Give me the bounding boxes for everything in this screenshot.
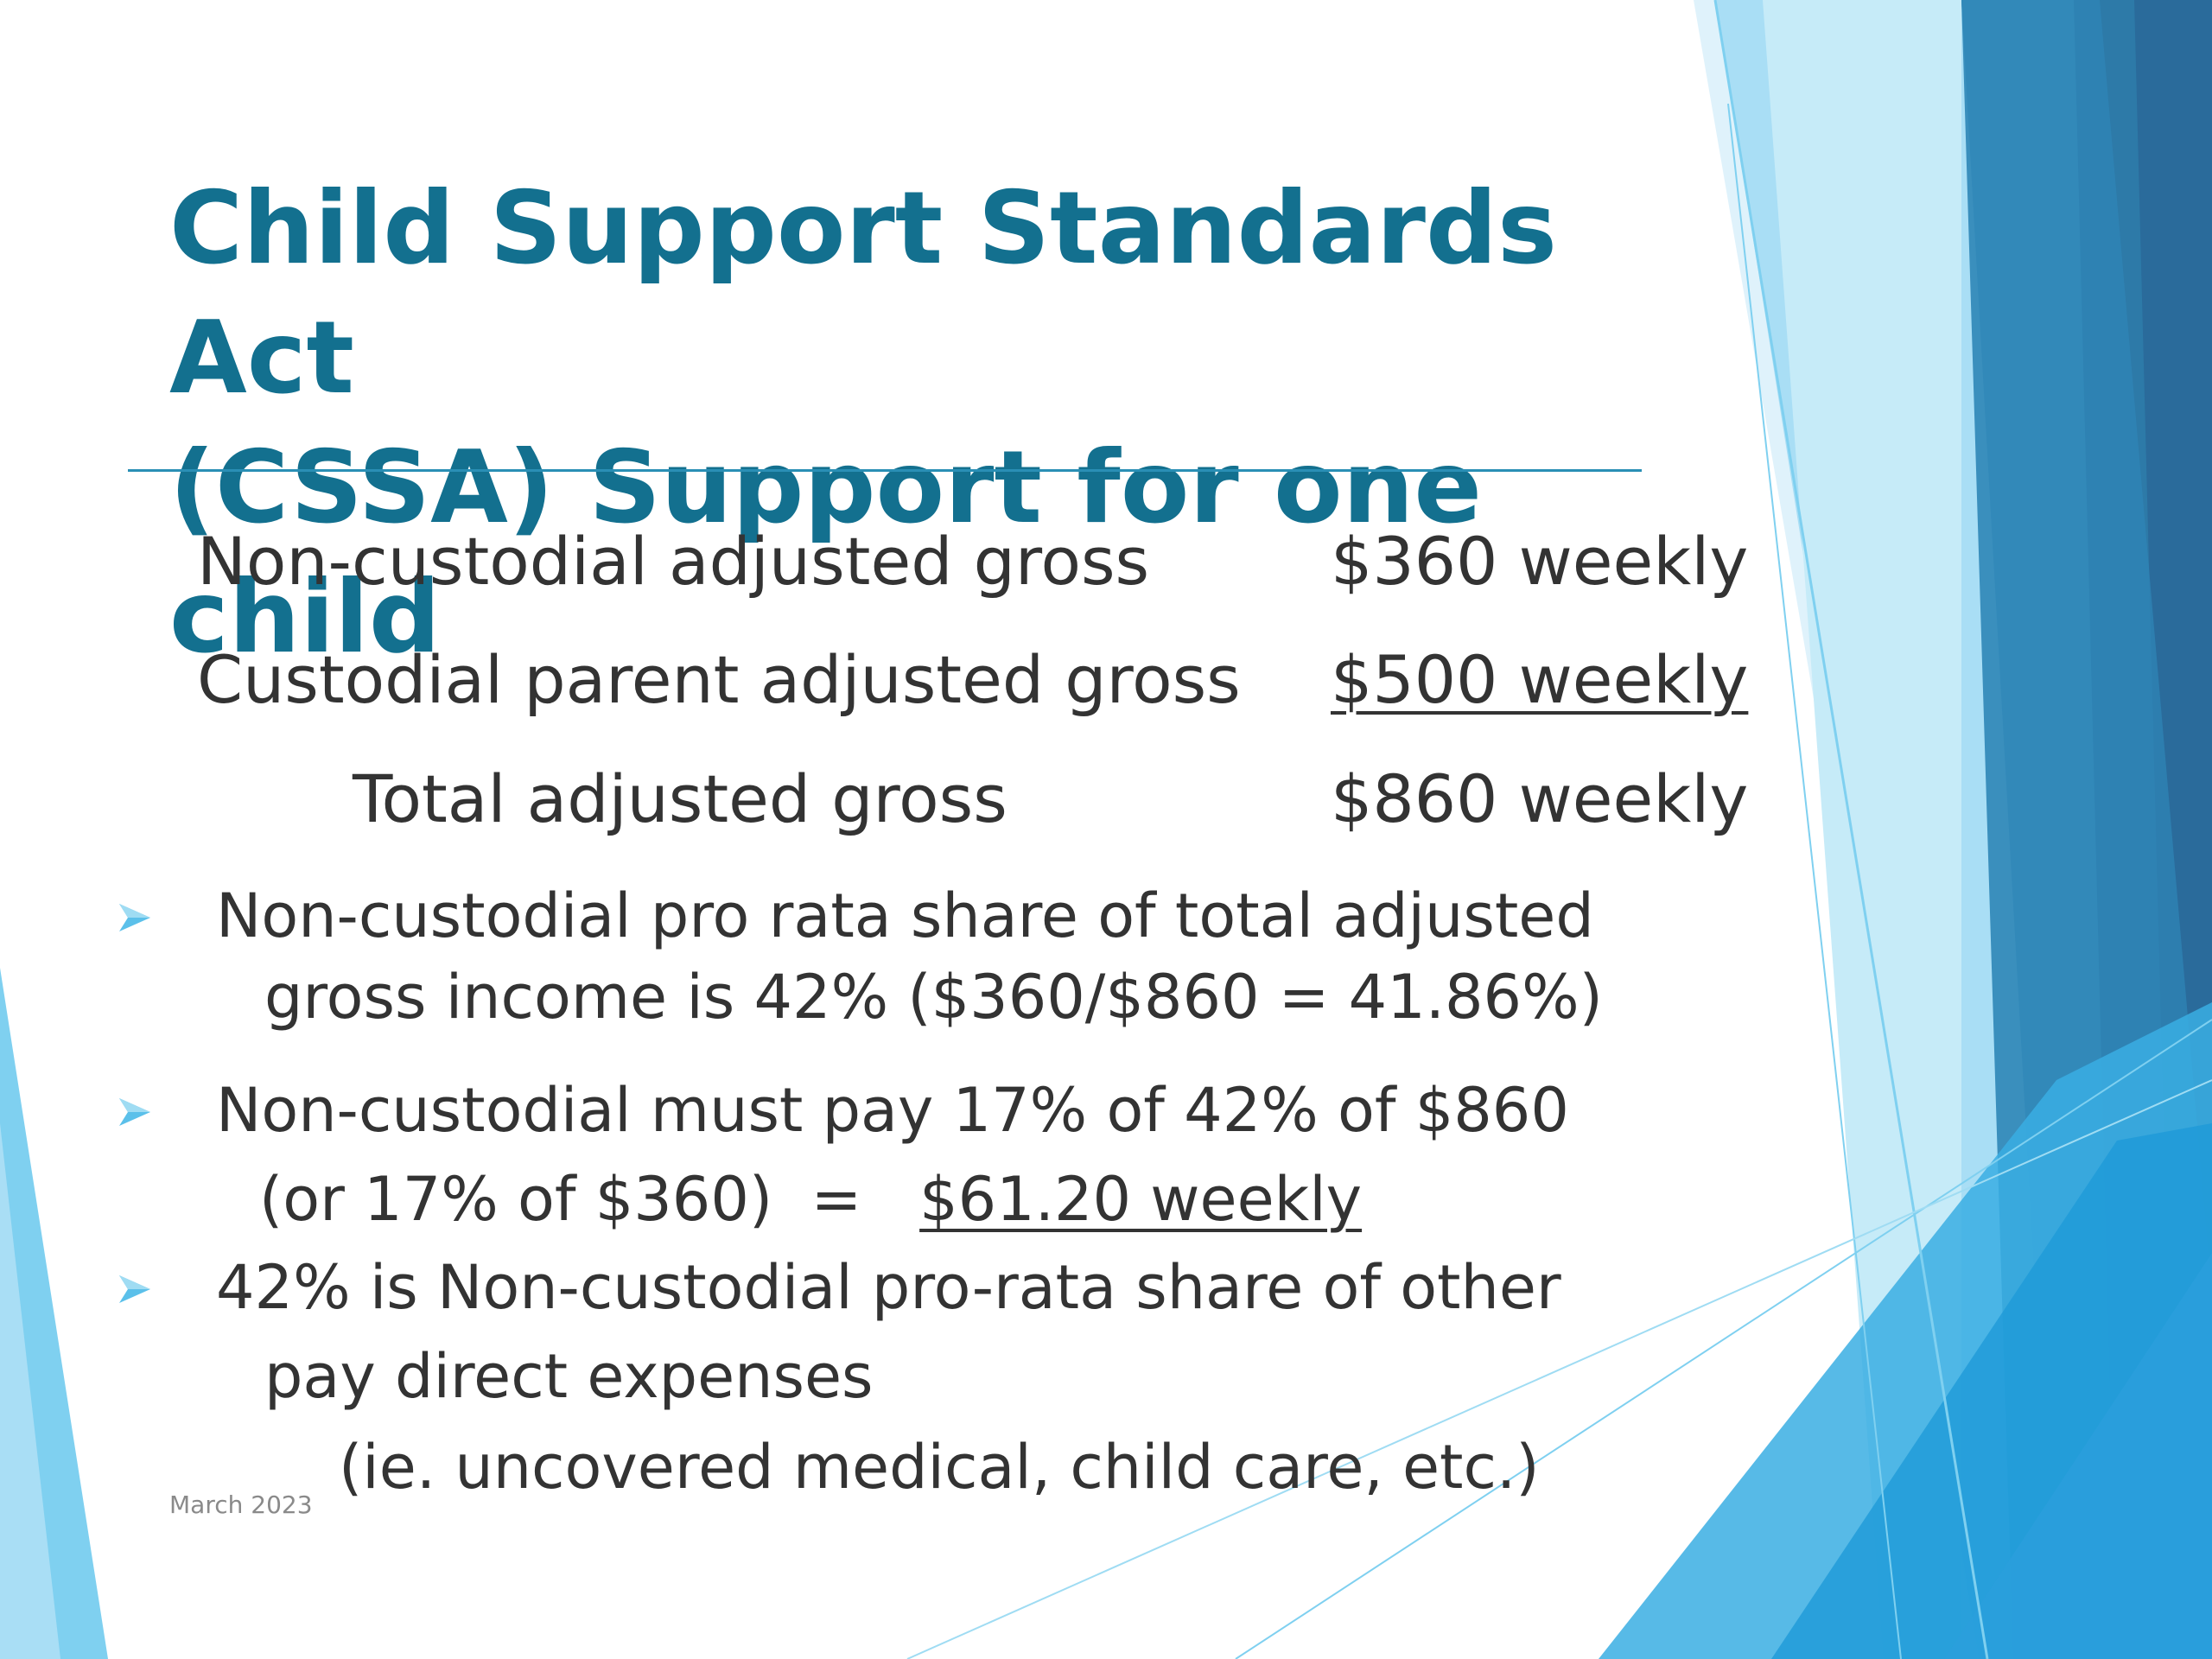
bullet-1-line-1: Non-custodial pro rata share of total ad… bbox=[216, 880, 1594, 951]
row-label-total: Total adjusted gross bbox=[353, 760, 1007, 837]
slide-title: Child Support Standards Act (CSSA) Suppo… bbox=[169, 164, 1681, 683]
bullet-3-line-1: 42% is Non-custodial pro-rata share of o… bbox=[216, 1252, 1561, 1323]
bullet-3-line-2: pay direct expenses bbox=[264, 1341, 874, 1412]
bullet-2-line-1: Non-custodial must pay 17% of 42% of $86… bbox=[216, 1075, 1569, 1146]
arrowhead-bullet-icon bbox=[119, 1098, 150, 1126]
arrowhead-bullet-icon bbox=[119, 904, 150, 931]
bullet-2-amount: $61.20 weekly bbox=[919, 1164, 1363, 1235]
row-label-custodial: Custodial parent adjusted gross bbox=[197, 641, 1241, 718]
bullet-2-prefix: (or 17% of $360) = bbox=[259, 1164, 862, 1235]
row-amount-custodial: $500 weekly bbox=[1331, 641, 1749, 718]
row-amount-total: $860 weekly bbox=[1331, 760, 1749, 837]
bullet-2-line-2: (or 17% of $360) = $61.20 weekly bbox=[259, 1158, 1362, 1241]
title-line-1: Child Support Standards Act bbox=[169, 170, 1558, 416]
title-divider bbox=[128, 469, 1642, 472]
row-amount-noncustodial: $360 weekly bbox=[1331, 523, 1749, 600]
bullet-1-line-2: gross income is 42% ($360/$860 = 41.86%) bbox=[264, 962, 1603, 1033]
bullet-3-line-3: (ie. uncovered medical, child care, etc.… bbox=[339, 1432, 1540, 1503]
row-label-noncustodial: Non-custodial adjusted gross bbox=[197, 523, 1150, 600]
footer-date: March 2023 bbox=[169, 1491, 313, 1519]
arrowhead-bullet-icon bbox=[119, 1275, 150, 1303]
title-line-2: (CSSA) Support for one child bbox=[169, 429, 1482, 676]
